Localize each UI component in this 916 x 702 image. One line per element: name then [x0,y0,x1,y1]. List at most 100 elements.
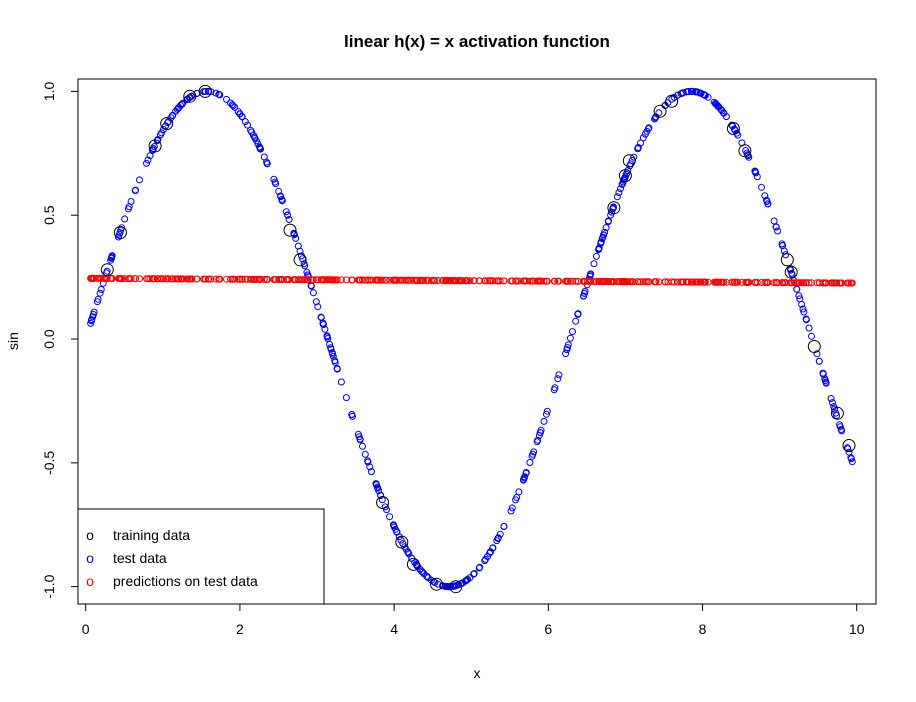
prediction-point [263,276,271,283]
prediction-point [285,276,293,284]
test-data-point [263,160,271,168]
prediction-point [634,278,642,286]
test-data-point [572,317,580,325]
test-data-point [361,450,369,458]
legend-marker: o [86,573,94,589]
prediction-point [670,278,678,286]
y-tick-label: 1.0 [41,81,57,101]
test-data-point [551,384,559,392]
test-data-point [833,412,841,419]
test-data-point [231,103,239,111]
test-data-point [534,436,542,444]
legend-marker: o [86,550,94,566]
test-data-point [489,544,497,552]
test-data-point [90,308,98,316]
test-data-point [788,271,796,278]
training-data-point [160,117,174,131]
test-data-point [97,286,105,293]
prediction-point [805,279,813,287]
test-data-point [342,394,350,402]
prediction-point [540,277,548,285]
test-data-point [610,203,617,211]
prediction-point [236,275,244,283]
test-data-point [366,463,374,471]
test-data-point [822,379,830,387]
test-data-point [793,285,801,293]
training-data-point [807,340,821,353]
prediction-point [482,277,489,285]
x-tick-label: 6 [544,621,552,637]
test-data-point [615,189,623,197]
test-data-point [745,153,753,161]
test-data-point [617,185,624,193]
test-data-point [752,169,760,177]
test-data-point [348,412,356,420]
training-data-point [449,580,463,594]
prediction-point [205,275,213,283]
test-data-point [397,536,405,544]
test-data-point [655,109,663,117]
test-data-point [555,371,563,379]
prediction-point [770,279,778,287]
prediction-point [753,279,761,286]
test-data-point [704,93,712,101]
test-data-point [470,570,478,578]
legend-label: predictions on test data [113,573,258,589]
x-tick-label: 2 [236,621,244,637]
x-tick-label: 10 [849,621,865,637]
test-data-point [847,455,855,463]
prediction-points [87,274,856,287]
training-data-points [100,84,856,594]
test-data-point [150,143,158,151]
test-data-point [127,198,135,205]
test-data-point [639,134,647,142]
test-data-point [764,200,772,208]
test-data-point [515,488,523,496]
prediction-point [590,278,598,285]
prediction-point [630,278,638,286]
test-data-point [761,192,769,200]
test-data-point [178,100,186,108]
test-data-point [177,102,185,109]
test-data-point [500,522,508,530]
test-data-point [526,459,534,466]
test-data-point [597,238,605,246]
test-data-point [689,87,697,95]
y-tick-label: -0.5 [41,451,57,475]
test-data-point [540,417,548,425]
training-data-point [607,201,621,215]
test-data-point [314,303,322,311]
test-data-point [94,295,102,303]
test-data-point [464,575,472,583]
test-data-point [753,173,761,181]
training-data-point [293,253,307,267]
test-data-point [103,267,111,275]
prediction-point [127,275,135,283]
test-data-point [395,533,403,541]
prediction-point [788,279,796,287]
prediction-point [470,277,478,285]
test-data-point [601,228,609,236]
test-data-point [607,211,615,219]
training-data-point [726,122,740,135]
prediction-point [136,275,143,283]
test-data-point [319,321,327,329]
test-data-point [329,352,337,360]
y-tick-label: 0.5 [41,205,57,225]
prediction-point [212,275,220,283]
test-data-point [772,223,780,231]
test-data-point [494,534,502,542]
prediction-point [378,276,386,284]
test-data-point [564,341,572,349]
test-data-point [312,298,320,306]
test-data-point [496,530,504,538]
prediction-point [160,275,167,283]
test-data-point [244,121,251,129]
prediction-point [188,275,196,283]
x-tick-label: 0 [82,621,90,637]
prediction-point [260,275,268,283]
test-data-point [630,153,638,161]
test-data-point [359,442,366,450]
test-data-point [819,370,827,378]
